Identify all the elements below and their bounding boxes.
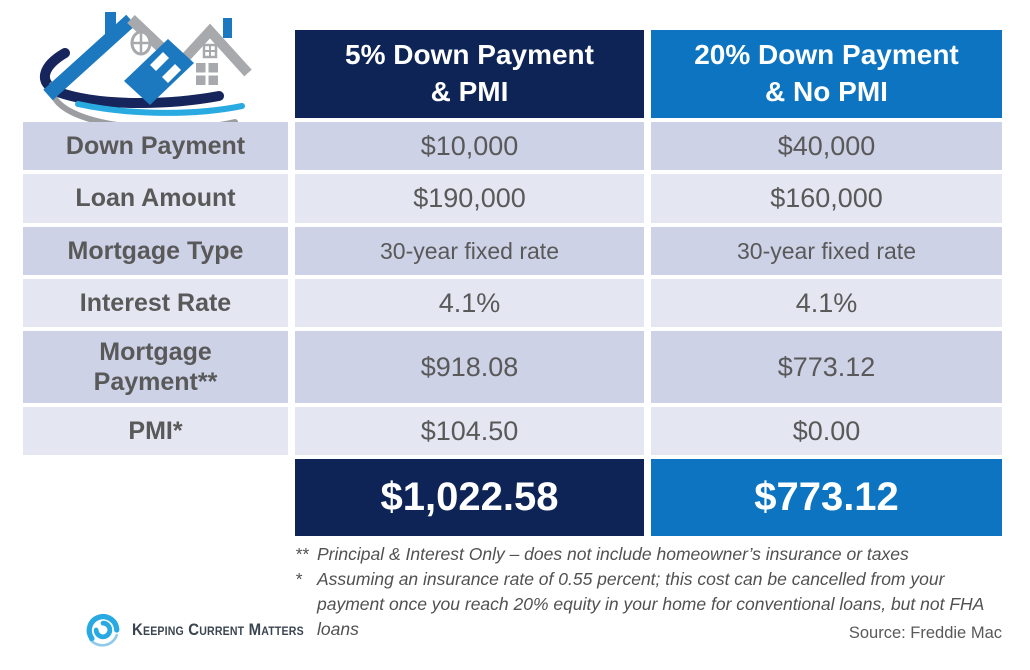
- comparison-table: 5% Down Payment & PMI 20% Down Payment &…: [23, 30, 1002, 536]
- total-payment-nopmi: $773.12: [651, 459, 1002, 536]
- footnotes: ** Principal & Interest Only – does not …: [295, 542, 1010, 641]
- footnote-insurance-rate: * Assuming an insurance rate of 0.55 per…: [295, 567, 1010, 642]
- footnote-principal-interest: ** Principal & Interest Only – does not …: [295, 542, 1010, 567]
- cell-mortgage-payment-pmi: $918.08: [295, 331, 644, 403]
- total-spacer: [23, 459, 288, 536]
- cell-mortgage-type-pmi: 30-year fixed rate: [295, 227, 644, 275]
- header-5pct-line1: 5% Down Payment: [345, 39, 594, 71]
- header-20pct-down: 20% Down Payment & No PMI: [651, 30, 1002, 118]
- footnote-marker-star: *: [295, 568, 302, 589]
- row-label-mortgage-type: Mortgage Type: [23, 227, 288, 275]
- row-label-interest-rate: Interest Rate: [23, 279, 288, 327]
- brand-name: Keeping Current Matters: [132, 620, 304, 639]
- footnote-text-insurance-rate: Assuming an insurance rate of 0.55 perce…: [317, 568, 984, 639]
- cell-interest-rate-nopmi: 4.1%: [651, 279, 1002, 327]
- cell-loan-amount-pmi: $190,000: [295, 174, 644, 223]
- footnote-marker-double-star: **: [295, 544, 309, 564]
- cell-mortgage-payment-nopmi: $773.12: [651, 331, 1002, 403]
- houses-logo: [39, 12, 252, 132]
- cell-down-payment-pmi: $10,000: [295, 122, 644, 170]
- header-spacer: [23, 30, 288, 118]
- cell-down-payment-nopmi: $40,000: [651, 122, 1002, 170]
- roof-middle-blue-icon: [124, 39, 194, 105]
- cell-interest-rate-pmi: 4.1%: [295, 279, 644, 327]
- chimney-left-icon: [105, 12, 116, 40]
- chimney-right-icon: [223, 18, 232, 38]
- footnote-text-principal-interest: Principal & Interest Only – does not inc…: [317, 544, 909, 564]
- row-label-mortgage-payment: Mortgage Payment**: [23, 331, 288, 403]
- cell-pmi-nopmi: $0.00: [651, 407, 1002, 455]
- row-label-loan-amount: Loan Amount: [23, 174, 288, 223]
- swoosh-navy: [39, 48, 224, 109]
- header-5pct-line2: & PMI: [430, 76, 509, 107]
- cell-loan-amount-nopmi: $160,000: [651, 174, 1002, 223]
- cell-mortgage-type-nopmi: 30-year fixed rate: [651, 227, 1002, 275]
- roof-left-blue-icon: [43, 14, 136, 101]
- total-payment-pmi: $1,022.58: [295, 459, 644, 536]
- four-pane-window-icon: [196, 63, 218, 85]
- header-5pct-down: 5% Down Payment & PMI: [295, 30, 644, 118]
- header-20pct-line1: 20% Down Payment: [694, 39, 959, 71]
- row-label-pmi: PMI*: [23, 407, 288, 455]
- swoosh-cyan: [75, 101, 245, 116]
- header-20pct-line2: & No PMI: [765, 76, 888, 107]
- kcm-logo: Keeping Current Matters: [84, 611, 327, 649]
- source-text: Source: Freddie Mac: [848, 624, 1002, 642]
- cell-pmi-pmi: $104.50: [295, 407, 644, 455]
- row-label-down-payment: Down Payment: [23, 122, 288, 170]
- kcm-swirl-icon: [86, 614, 120, 647]
